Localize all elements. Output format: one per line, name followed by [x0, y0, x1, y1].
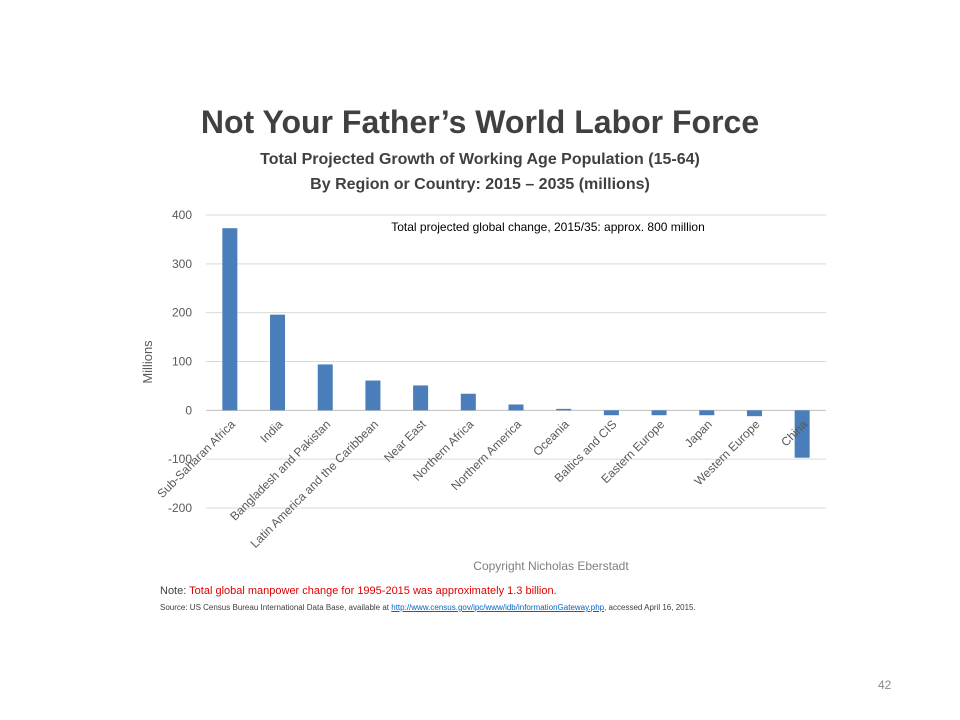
slide-title: Not Your Father’s World Labor Force [200, 104, 760, 140]
bar [603, 410, 619, 416]
chart-subtitle-line-2: By Region or Country: 2015 – 2035 (milli… [310, 176, 650, 193]
bar [270, 314, 286, 411]
bar [794, 410, 810, 458]
x-tick-label: India [257, 417, 286, 446]
y-tick-label: 300 [172, 257, 192, 271]
chart-annotation: Total projected global change, 2015/35: … [391, 220, 705, 234]
bar [317, 364, 333, 411]
y-tick-label: -100 [168, 452, 192, 466]
bar [413, 385, 429, 411]
x-tick-label: Near East [381, 417, 429, 465]
bar [365, 380, 381, 411]
bar [222, 228, 238, 411]
source-link[interactable]: http://www.census.gov/ipc/www/idb/inform… [391, 603, 605, 612]
source-prefix: Source: US Census Bureau International D… [160, 603, 392, 612]
note: Note: Total global manpower change for 1… [160, 585, 557, 597]
x-tick-label: Japan [682, 417, 715, 450]
source-suffix: , accessed April 16, 2015. [604, 603, 696, 612]
bar [746, 410, 762, 417]
y-axis-title: Millions [140, 340, 155, 384]
note-prefix: Note: [160, 585, 190, 597]
note-highlight: Total global manpower change for 1995-20… [189, 585, 557, 597]
bar [460, 393, 476, 411]
chart-subtitle-line-1: Total Projected Growth of Working Age Po… [260, 151, 700, 168]
source-note: Source: US Census Bureau International D… [160, 602, 820, 613]
y-tick-label: 0 [185, 403, 192, 417]
bar [699, 410, 715, 416]
y-tick-label: 200 [172, 306, 192, 320]
bar [508, 404, 524, 411]
bar [651, 410, 667, 416]
y-tick-label: 100 [172, 355, 192, 369]
copyright-note: Copyright Nicholas Eberstadt [473, 559, 629, 573]
y-tick-label: -200 [168, 501, 192, 515]
x-tick-label: Oceania [530, 417, 572, 459]
page-number: 42 [878, 678, 892, 692]
y-tick-label: 400 [172, 208, 192, 222]
bar [556, 408, 572, 411]
